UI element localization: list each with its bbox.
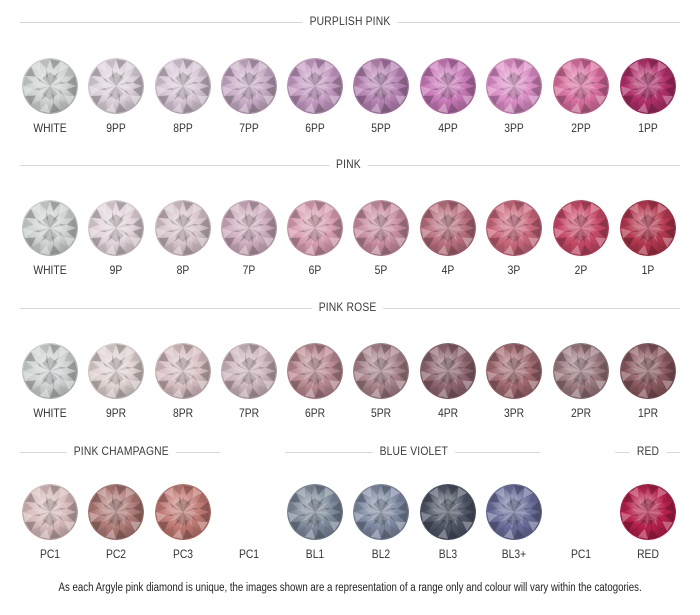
diamond-9pr xyxy=(88,343,144,399)
diamond-label: 1PR xyxy=(637,406,659,420)
diamond-label: RED xyxy=(637,547,659,561)
diamond-2pr xyxy=(553,343,609,399)
diamond-1pp xyxy=(620,58,676,114)
diamond-5pr xyxy=(353,343,409,399)
diamond-3p xyxy=(486,200,542,256)
diamond-bl3-plus xyxy=(486,484,542,540)
diamond-label: BL3 xyxy=(438,547,458,561)
diamond-label: 7PR xyxy=(238,406,260,420)
diamond-4pp xyxy=(420,58,476,114)
diamond-label: 6P xyxy=(308,263,322,277)
diamond-2pp xyxy=(553,58,609,114)
diamond-3pp xyxy=(486,58,542,114)
diamond-label: 2P xyxy=(574,263,588,277)
diamond-white xyxy=(22,58,78,114)
diamond-label: 3PR xyxy=(503,406,525,420)
placeholder-label: PC1 xyxy=(570,547,592,561)
diamond-7p xyxy=(221,200,277,256)
diamond-1pr xyxy=(620,343,676,399)
diamond-label: 7PP xyxy=(239,121,259,135)
diamond-6pr xyxy=(287,343,343,399)
diamond-9p xyxy=(88,200,144,256)
diamond-5p xyxy=(353,200,409,256)
section-title-pink: PINK xyxy=(329,157,368,171)
diamond-label: 8PP xyxy=(173,121,193,135)
diamond-label: 9PR xyxy=(105,406,127,420)
diamond-2p xyxy=(553,200,609,256)
diamond-label: 4PR xyxy=(437,406,459,420)
diamond-label: 9P xyxy=(109,263,123,277)
diamond-bl2 xyxy=(353,484,409,540)
diamond-white xyxy=(22,343,78,399)
diamond-bl3 xyxy=(420,484,476,540)
diamond-label: 5PR xyxy=(370,406,392,420)
diamond-4pr xyxy=(420,343,476,399)
section-title-red: RED xyxy=(629,444,667,458)
diamond-pc2 xyxy=(88,484,144,540)
diamond-7pr xyxy=(221,343,277,399)
diamond-1p xyxy=(620,200,676,256)
diamond-label: 5P xyxy=(374,263,388,277)
diamond-label: 4P xyxy=(441,263,455,277)
diamond-label: BL3+ xyxy=(501,547,527,561)
diamond-label: BL1 xyxy=(305,547,325,561)
diamond-label: 1P xyxy=(641,263,655,277)
section-title-purplish-pink: PURPLISH PINK xyxy=(302,14,398,28)
diamond-7pp xyxy=(221,58,277,114)
diamond-3pr xyxy=(486,343,542,399)
diamond-8pr xyxy=(155,343,211,399)
diamond-label: PC1 xyxy=(39,547,61,561)
diamond-label: 8P xyxy=(176,263,190,277)
diamond-9pp xyxy=(88,58,144,114)
diamond-pc1 xyxy=(22,484,78,540)
diamond-label: 2PP xyxy=(571,121,591,135)
diamond-white xyxy=(22,200,78,256)
diamond-5pp xyxy=(353,58,409,114)
diamond-label: PC2 xyxy=(105,547,127,561)
diamond-6p xyxy=(287,200,343,256)
section-title-blue-violet: BLUE VIOLET xyxy=(372,444,455,458)
diamond-8pp xyxy=(155,58,211,114)
diamond-label: 9PP xyxy=(106,121,126,135)
diamond-4p xyxy=(420,200,476,256)
diamond-label: 5PP xyxy=(371,121,391,135)
diamond-label: 7P xyxy=(242,263,256,277)
diamond-label: WHITE xyxy=(33,263,67,277)
diamond-6pp xyxy=(287,58,343,114)
diamond-label: PC3 xyxy=(172,547,194,561)
diamond-label: 3PP xyxy=(504,121,524,135)
diamond-label: BL2 xyxy=(371,547,391,561)
diamond-bl1 xyxy=(287,484,343,540)
diamond-label: WHITE xyxy=(33,406,67,420)
diamond-label: 3P xyxy=(507,263,521,277)
diamond-label: 1PP xyxy=(638,121,658,135)
diamond-label: 6PR xyxy=(304,406,326,420)
section-title-pink-champagne: PINK CHAMPAGNE xyxy=(66,444,176,458)
diamond-label: 8PR xyxy=(172,406,194,420)
footnote: As each Argyle pink diamond is unique, t… xyxy=(58,582,642,594)
placeholder-label: PC1 xyxy=(238,547,260,561)
diamond-label: 6PP xyxy=(305,121,325,135)
section-title-pink-rose: PINK ROSE xyxy=(311,300,384,314)
diamond-8p xyxy=(155,200,211,256)
diamond-label: 4PP xyxy=(438,121,458,135)
diamond-label: 2PR xyxy=(570,406,592,420)
diamond-label: WHITE xyxy=(33,121,67,135)
diamond-red xyxy=(620,484,676,540)
diamond-pc3 xyxy=(155,484,211,540)
